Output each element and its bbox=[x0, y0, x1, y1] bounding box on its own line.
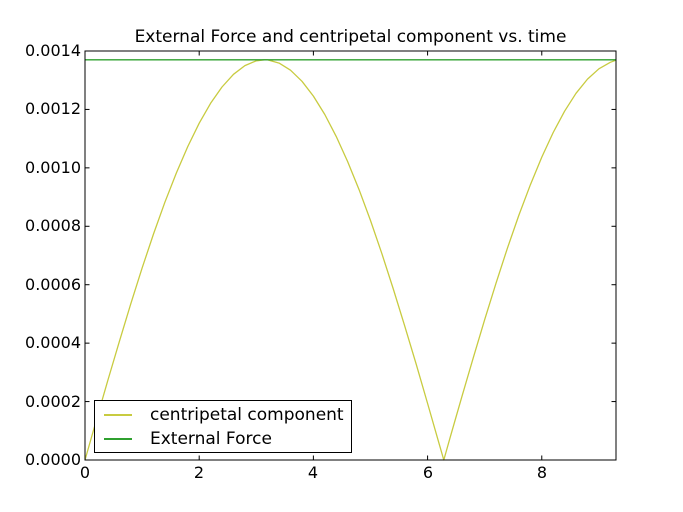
legend-entry: centripetal component bbox=[104, 403, 351, 427]
x-tick-label: 6 bbox=[422, 463, 434, 482]
x-tick-label: 0 bbox=[79, 463, 91, 482]
legend-line-sample-external-force bbox=[104, 437, 132, 440]
x-tick-label: 2 bbox=[193, 463, 205, 482]
legend: centripetal component External Force bbox=[94, 400, 352, 453]
y-tick-label: 0.0004 bbox=[25, 333, 81, 352]
y-tick-label: 0.0002 bbox=[25, 392, 81, 411]
chart-title: External Force and centripetal component… bbox=[134, 27, 567, 47]
series-line-0 bbox=[84, 59, 617, 461]
legend-label: centripetal component bbox=[150, 404, 344, 425]
y-tick-label: 0.0010 bbox=[25, 158, 81, 177]
x-tick-label: 8 bbox=[536, 463, 548, 482]
legend-label: External Force bbox=[150, 428, 272, 449]
y-tick-label: 0.0012 bbox=[25, 99, 81, 118]
y-tick-label: 0.0008 bbox=[25, 216, 81, 235]
y-tick-label: 0.0000 bbox=[25, 450, 81, 469]
y-tick-label: 0.0014 bbox=[25, 41, 81, 60]
legend-line-sample-centripetal bbox=[104, 413, 132, 416]
x-tick-label: 4 bbox=[307, 463, 319, 482]
legend-entry: External Force bbox=[104, 427, 351, 451]
y-tick-label: 0.0006 bbox=[25, 275, 81, 294]
plot-border bbox=[84, 50, 617, 461]
